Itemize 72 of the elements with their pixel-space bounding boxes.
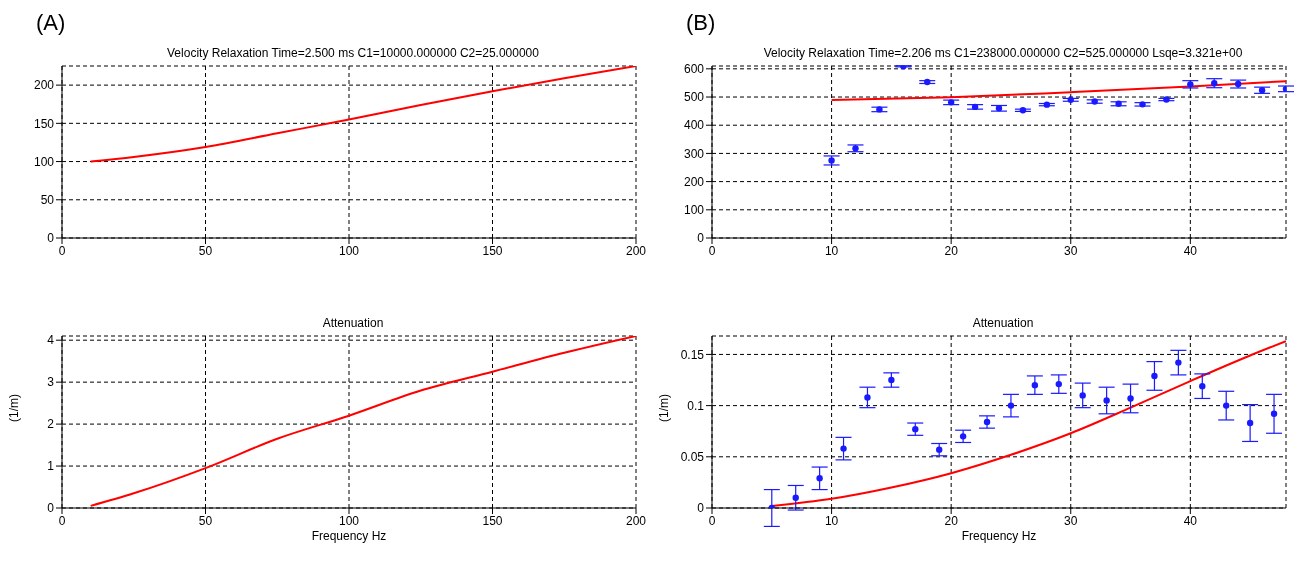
- y-tick-label: 3: [47, 375, 55, 390]
- x-tick-label: 200: [625, 243, 647, 258]
- point: [1079, 392, 1086, 399]
- x-tick-label: 100: [338, 243, 360, 258]
- y-tick-label: 150: [33, 116, 55, 131]
- chart-title: Attenuation: [321, 316, 385, 330]
- y-tick-label: 1: [47, 459, 55, 474]
- x-tick-label: 40: [1183, 243, 1198, 258]
- x-tick-label: 30: [1064, 513, 1078, 528]
- point: [888, 376, 895, 384]
- x-tick-label: 150: [482, 513, 503, 528]
- point: [1199, 382, 1206, 390]
- y-tick-label: 4: [47, 333, 55, 348]
- y-tick-label: 0: [47, 231, 55, 246]
- chart-title: Velocity Relaxation Time=2.206 ms C1=238000.000000 C2=525.000000 Lsqe=3.321e+00: [762, 46, 1244, 60]
- point: [840, 445, 847, 452]
- point: [1127, 395, 1134, 402]
- x-axis-title: Frequency Hz: [961, 529, 1037, 543]
- x-tick-label: 40: [1183, 513, 1198, 528]
- x-tick-label: 20: [944, 243, 959, 258]
- point: [864, 394, 871, 401]
- x-tick-label: 50: [198, 243, 213, 258]
- y-tick-label: 300: [683, 146, 705, 161]
- point: [1031, 381, 1039, 389]
- point: [936, 446, 943, 453]
- point: [1007, 402, 1015, 409]
- y-tick-label: 600: [683, 62, 705, 77]
- point: [792, 494, 799, 501]
- y-tick-label: 100: [683, 203, 705, 218]
- point: [1151, 372, 1158, 380]
- y-tick-label: 2: [47, 417, 55, 432]
- y-tick-label: 50: [40, 193, 55, 208]
- y-axis-title: (1/m): [657, 394, 672, 422]
- line-series: [89, 336, 636, 507]
- y-tick-label: 0: [697, 231, 705, 246]
- y-tick-label: 0: [697, 501, 705, 516]
- y-tick-label: 200: [33, 78, 55, 93]
- x-tick-label: 200: [625, 513, 647, 528]
- x-tick-label: 100: [338, 513, 360, 528]
- y-tick-label: 0.1: [687, 398, 705, 413]
- x-tick-label: 0: [708, 243, 716, 258]
- x-tick-label: 10: [824, 513, 839, 528]
- point: [1246, 419, 1254, 427]
- x-tick-label: 0: [708, 513, 716, 528]
- x-tick-label: 150: [482, 243, 503, 258]
- x-tick-label: 30: [1064, 243, 1078, 258]
- point: [1055, 380, 1062, 388]
- point: [1175, 359, 1182, 366]
- x-tick-label: 20: [944, 513, 959, 528]
- y-tick-label: 400: [683, 118, 705, 133]
- y-tick-label: 500: [683, 90, 705, 105]
- chart-title: Velocity Relaxation Time=2.500 ms C1=10000.000000 C2=25.000000: [166, 46, 540, 60]
- y-tick-label: 0: [47, 501, 55, 516]
- y-tick-label: 100: [33, 154, 55, 169]
- y-tick-label: 0.05: [680, 450, 705, 465]
- point: [1223, 402, 1230, 409]
- point: [1270, 410, 1278, 418]
- x-tick-label: 0: [58, 243, 66, 258]
- y-tick-label: 0.15: [680, 347, 705, 362]
- y-tick-label: 200: [683, 174, 705, 189]
- x-tick-label: 0: [58, 513, 66, 528]
- point: [959, 433, 967, 440]
- chart-title: Attenuation: [971, 316, 1035, 330]
- x-tick-label: 10: [824, 243, 839, 258]
- line-series: [89, 66, 636, 163]
- point: [816, 475, 823, 482]
- x-tick-label: 50: [198, 513, 213, 528]
- text: (A): [36, 10, 66, 36]
- y-axis-title: (1/m): [7, 394, 22, 422]
- point: [1103, 397, 1110, 404]
- x-axis-title: Frequency Hz: [311, 529, 387, 543]
- text: (B): [686, 10, 716, 36]
